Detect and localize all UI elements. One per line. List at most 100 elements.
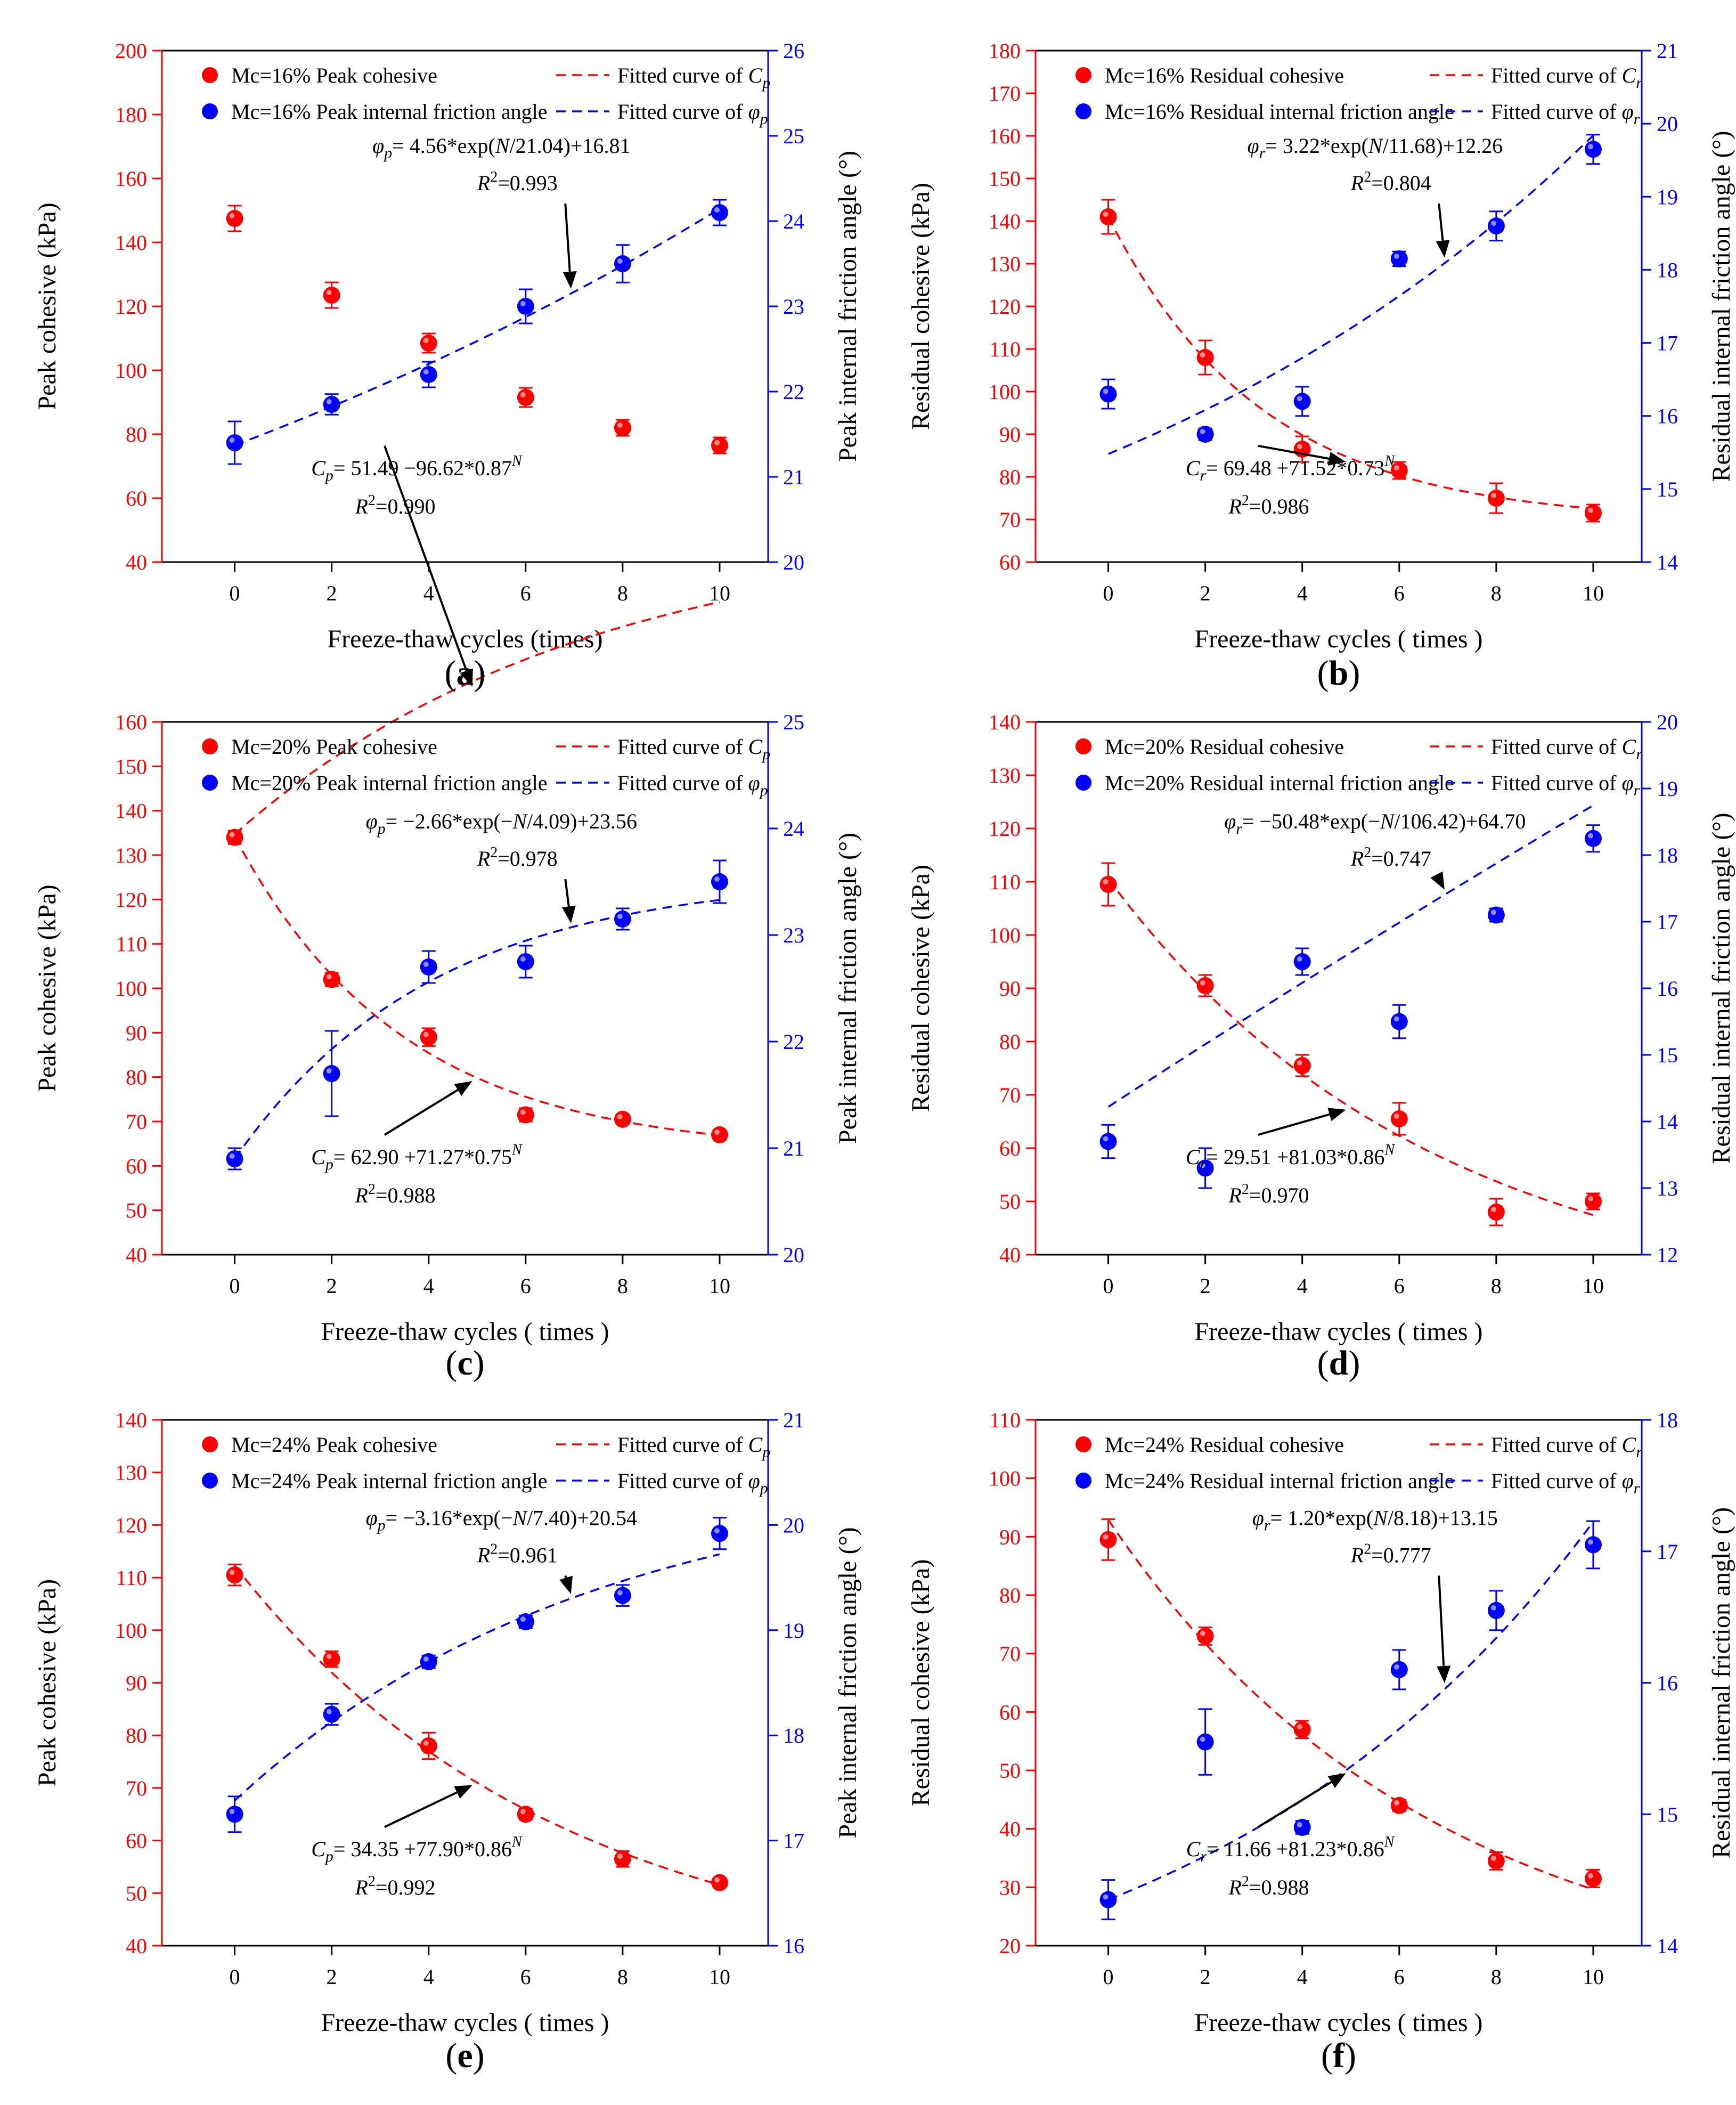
friction-point [517, 953, 534, 970]
legend-fit-subscript: p [761, 745, 770, 763]
legend-fit-prefix: Fitted curve of [1491, 735, 1622, 759]
friction-point-highlight [1103, 1136, 1109, 1142]
equation-symbol: C [1186, 456, 1201, 480]
y-right-tick-label: 26 [783, 39, 804, 63]
cohesion-point-highlight [326, 974, 332, 980]
legend-label-cohesion: Mc=20% Residual cohesive [1105, 735, 1344, 759]
arrow-friction-head [559, 1575, 573, 1595]
y-left-tick-label: 160 [115, 710, 147, 734]
cohesion-point-highlight [229, 213, 235, 218]
cohesion-point-highlight [1297, 1060, 1302, 1066]
legend-fit-prefix: Fitted curve of [617, 63, 748, 87]
x-axis-label: Freeze-thaw cycles ( times ) [1194, 1318, 1482, 1346]
equation-text: /21.04)+16.81 [510, 134, 631, 158]
y-left-tick-label: 50 [999, 1190, 1021, 1214]
cohesion-point [1487, 490, 1505, 507]
equation-text: = 34.35 +77.90*0.86 [333, 1837, 512, 1861]
y-left-tick-label: 50 [126, 1881, 147, 1905]
y-left-tick-label: 70 [999, 1642, 1021, 1666]
legend-label-fit-cohesion: Fitted curve of Cr [1491, 63, 1642, 92]
cohesion-point-highlight [520, 1809, 526, 1815]
cohesion-point-highlight [1490, 1207, 1496, 1212]
panel-label-paren: ) [1348, 1344, 1360, 1383]
legend-label-friction: Mc=16% Peak internal friction angle [231, 100, 547, 124]
friction-point-highlight [229, 1153, 235, 1159]
friction-point [517, 1613, 534, 1631]
cohesion-point [1390, 1797, 1408, 1814]
cohesion-point [226, 210, 243, 227]
fitted-curve-cohesion [234, 1565, 720, 1886]
equation-friction: φp= 4.56*exp(N/21.04)+16.81 [372, 134, 630, 162]
equation-r2-cohesion: R2=0.988 [1228, 1873, 1309, 1899]
y-right-tick-label: 16 [1657, 1671, 1678, 1695]
cohesion-point [1293, 1721, 1311, 1738]
legend-fit-subscript: p [761, 1443, 770, 1461]
cohesion-point-highlight [423, 1031, 429, 1037]
friction-point [614, 1587, 631, 1604]
equation-r2-cohesion: R2=0.992 [354, 1873, 435, 1899]
legend-marker-cohesion [202, 67, 218, 83]
friction-point-highlight [714, 1528, 720, 1534]
y-right-tick-label: 21 [783, 465, 804, 489]
equation-subscript: p [324, 1848, 333, 1865]
legend-fit-symbol: C [748, 63, 763, 87]
cohesion-point [1196, 1627, 1214, 1645]
friction-point-highlight [229, 437, 235, 443]
friction-point [1196, 1733, 1214, 1751]
cohesion-point-highlight [1297, 444, 1302, 449]
y-right-tick-label: 23 [783, 923, 804, 947]
r2-symbol: R [1228, 494, 1241, 518]
equation-text: /11.68)+12.26 [1383, 134, 1503, 158]
r2-symbol: R [477, 1543, 490, 1567]
legend-label-cohesion: Mc=20% Peak cohesive [231, 735, 437, 759]
arrow-friction-shaft [564, 203, 571, 272]
legend-fit-symbol: φ [748, 771, 760, 795]
equation-cohesion: Cr= 11.66 +81.23*0.86N [1186, 1834, 1395, 1865]
legend: Mc=20% Peak cohesive Mc=20% Peak internal… [202, 735, 770, 799]
r2-value: =0.992 [376, 1875, 436, 1899]
r2-symbol: R [477, 171, 490, 195]
equation-cohesion: Cp= 51.49 −96.62*0.87N [311, 453, 523, 484]
cohesion-point-highlight [714, 440, 720, 445]
y-right-tick-label: 18 [1657, 843, 1678, 867]
y-left-axis-label: Peak cohesive (kPa) [33, 884, 61, 1092]
equation-text: /8.18)+13.15 [1388, 1506, 1498, 1530]
friction-point [226, 1806, 243, 1823]
y-left-tick-label: 100 [989, 380, 1021, 404]
legend-label-fit-friction: Fitted curve of φp [617, 1469, 768, 1497]
cohesion-point-highlight [1490, 493, 1496, 498]
cohesion-point [226, 828, 243, 846]
cohesion-point-highlight [229, 832, 235, 838]
cohesion-point [614, 1110, 631, 1128]
arrow-cohesion-shaft [384, 1791, 458, 1828]
y-left-tick-label: 60 [999, 1700, 1021, 1724]
y-left-axis-label: Peak cohesive (kPa) [33, 202, 61, 410]
y-left-tick-label: 40 [999, 1243, 1021, 1267]
fitted-curve-friction [1107, 1521, 1594, 1901]
cohesion-point [517, 1106, 534, 1124]
x-axis-label: Freeze-thaw cycles (times) [327, 625, 602, 653]
y-right-axis-label: Peak internal friction angle (°) [834, 833, 862, 1144]
friction-point [1487, 1602, 1505, 1619]
friction-point-highlight [1200, 1736, 1205, 1742]
equation-symbol: C [311, 1837, 326, 1861]
legend-fit-symbol: C [748, 735, 763, 759]
y-left-tick-label: 60 [126, 1154, 147, 1178]
arrow-friction-head [563, 271, 577, 289]
equation-variable: N [1373, 1506, 1389, 1530]
r2-value: =0.970 [1249, 1183, 1309, 1207]
equation-superscript: N [1384, 1142, 1395, 1158]
cohesion-point [1487, 1204, 1505, 1221]
y-left-tick-label: 130 [115, 1461, 147, 1485]
friction-point [1584, 1536, 1602, 1554]
panel-label-f: (f) [1321, 2036, 1356, 2075]
legend-label-fit-cohesion: Fitted curve of Cr [1491, 735, 1642, 763]
y-left-tick-label: 60 [999, 1136, 1021, 1160]
friction-point [1390, 1661, 1408, 1678]
panel-label-paren: ( [1317, 1344, 1329, 1383]
y-right-tick-label: 22 [783, 380, 804, 404]
y-left-tick-label: 80 [126, 422, 147, 446]
y-right-tick-label: 16 [783, 1934, 804, 1958]
legend-label-fit-cohesion: Fitted curve of Cp [617, 1433, 770, 1461]
equation-symbol: φ [1252, 1506, 1264, 1530]
